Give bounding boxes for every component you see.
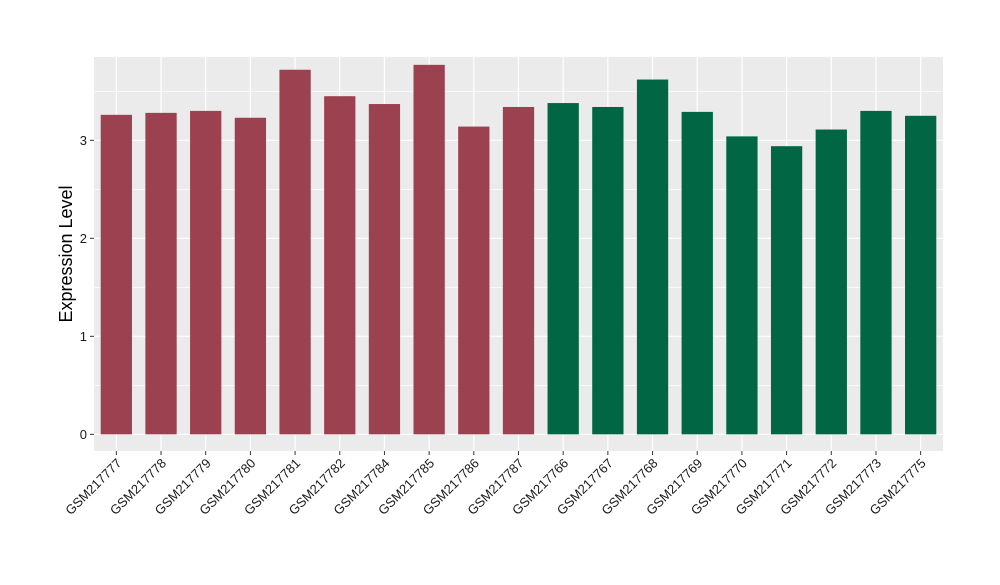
bar-GSM217784 — [368, 104, 401, 435]
bar-GSM217767 — [592, 106, 624, 435]
y-axis-title: Expression Level — [56, 185, 76, 322]
y-tick-label: 2 — [80, 231, 87, 246]
bar-GSM217780 — [234, 117, 267, 435]
y-tick-label: 3 — [80, 133, 87, 148]
y-axis: 0 1 2 3 — [80, 133, 94, 442]
bar-GSM217787 — [502, 106, 535, 435]
y-tick-label: 0 — [80, 427, 87, 442]
bar-GSM217771 — [770, 146, 803, 435]
bar-GSM217773 — [860, 110, 892, 435]
bars — [100, 64, 937, 435]
bar-GSM217778 — [145, 112, 177, 435]
bar-GSM217777 — [100, 114, 132, 435]
bar-GSM217785 — [413, 64, 445, 435]
bar-GSM217775 — [905, 115, 937, 435]
bar-GSM217782 — [324, 96, 356, 435]
bar-GSM217772 — [815, 129, 847, 435]
bar-GSM217769 — [681, 111, 713, 435]
y-tick-label: 1 — [80, 329, 87, 344]
bar-GSM217766 — [547, 103, 579, 435]
bar-GSM217770 — [726, 136, 758, 435]
bar-GSM217786 — [458, 126, 490, 435]
bar-GSM217779 — [190, 110, 222, 435]
x-axis: GSM217777GSM217778GSM217779GSM217780GSM2… — [62, 451, 929, 518]
bar-GSM217781 — [279, 69, 311, 435]
bar-GSM217768 — [636, 79, 669, 435]
